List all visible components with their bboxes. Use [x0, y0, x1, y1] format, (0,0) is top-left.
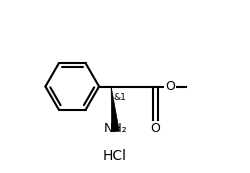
Text: NH₂: NH₂: [104, 122, 127, 135]
Text: HCl: HCl: [102, 149, 126, 163]
Polygon shape: [111, 86, 119, 132]
Text: &1: &1: [113, 93, 126, 102]
Text: O: O: [150, 122, 160, 135]
Text: O: O: [165, 80, 175, 93]
